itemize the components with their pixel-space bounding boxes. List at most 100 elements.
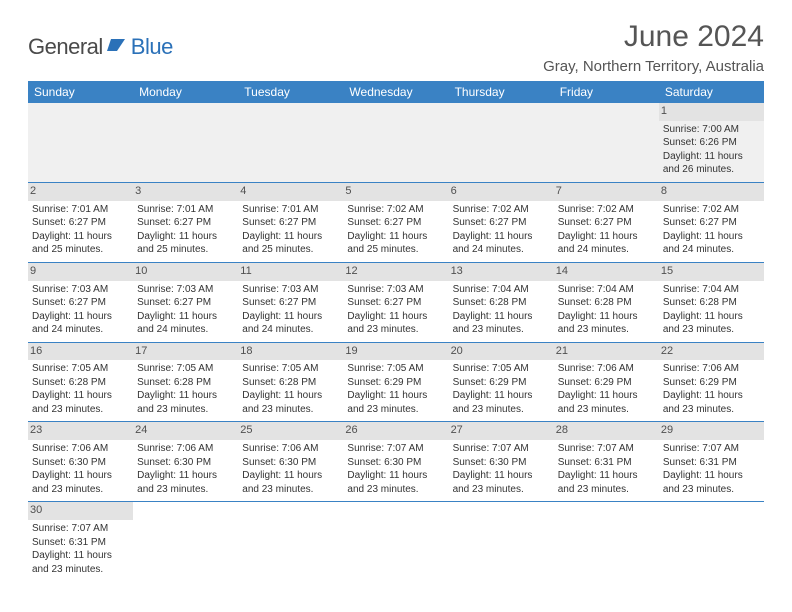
day-details: Sunrise: 7:01 AMSunset: 6:27 PMDaylight:…	[137, 203, 234, 257]
day-cell: 14 Sunrise: 7:04 AMSunset: 6:28 PMDayligh…	[554, 262, 659, 342]
day-cell	[28, 103, 133, 182]
day-cell: 16Sunrise: 7:05 AMSunset: 6:28 PMDayligh…	[28, 342, 133, 422]
day-details: Sunrise: 7:05 AMSunset: 6:29 PMDaylight:…	[347, 362, 444, 416]
week-row: 9Sunrise: 7:03 AMSunset: 6:27 PMDaylight…	[28, 262, 764, 342]
day-number: 20	[449, 343, 554, 361]
calendar-page: General Blue June 2024 Gray, Northern Te…	[0, 0, 792, 601]
day-header: Tuesday	[238, 81, 343, 103]
day-number: 2	[28, 183, 133, 201]
week-row: 16Sunrise: 7:05 AMSunset: 6:28 PMDayligh…	[28, 342, 764, 422]
header: General Blue June 2024 Gray, Northern Te…	[28, 20, 764, 75]
day-number: 13	[449, 263, 554, 281]
day-header: Sunday	[28, 81, 133, 103]
day-cell: 4Sunrise: 7:01 AMSunset: 6:27 PMDaylight…	[238, 182, 343, 262]
day-cell	[449, 502, 554, 581]
day-cell: 12 Sunrise: 7:03 AMSunset: 6:27 PMDayligh…	[343, 262, 448, 342]
day-cell	[133, 103, 238, 182]
logo-text-dark: General	[28, 34, 103, 60]
day-number: 3	[133, 183, 238, 201]
week-row: 2Sunrise: 7:01 AMSunset: 6:27 PMDaylight…	[28, 182, 764, 262]
day-details: Sunrise: 7:04 AMSunset: 6:28 PMDaylight:…	[663, 283, 760, 337]
flag-icon	[107, 37, 129, 58]
day-number: 1	[659, 103, 764, 121]
logo-text-blue: Blue	[131, 34, 173, 60]
day-details: Sunrise: 7:07 AMSunset: 6:31 PMDaylight:…	[558, 442, 655, 496]
day-number: 16	[28, 343, 133, 361]
day-cell: 21Sunrise: 7:06 AMSunset: 6:29 PMDayligh…	[554, 342, 659, 422]
day-details: Sunrise: 7:02 AMSunset: 6:27 PMDaylight:…	[558, 203, 655, 257]
day-header-row: Sunday Monday Tuesday Wednesday Thursday…	[28, 81, 764, 103]
month-title: June 2024	[543, 20, 764, 54]
day-cell	[133, 502, 238, 581]
day-details: Sunrise: 7:02 AMSunset: 6:27 PMDaylight:…	[663, 203, 760, 257]
day-details: Sunrise: 7:07 AMSunset: 6:30 PMDaylight:…	[453, 442, 550, 496]
day-details: Sunrise: 7:06 AMSunset: 6:30 PMDaylight:…	[137, 442, 234, 496]
day-cell: 1Sunrise: 7:00 AMSunset: 6:26 PMDaylight…	[659, 103, 764, 182]
day-details: Sunrise: 7:07 AMSunset: 6:31 PMDaylight:…	[32, 522, 129, 576]
location: Gray, Northern Territory, Australia	[543, 58, 764, 75]
day-number: 21	[554, 343, 659, 361]
week-row: 30 Sunrise: 7:07 AMSunset: 6:31 PMDayligh…	[28, 502, 764, 581]
day-number: 14	[554, 263, 659, 281]
day-number: 6	[449, 183, 554, 201]
day-cell: 11 Sunrise: 7:03 AMSunset: 6:27 PMDayligh…	[238, 262, 343, 342]
day-cell	[238, 103, 343, 182]
day-number: 9	[28, 263, 133, 281]
day-number: 26	[343, 422, 448, 440]
day-details: Sunrise: 7:06 AMSunset: 6:29 PMDaylight:…	[663, 362, 760, 416]
day-details: Sunrise: 7:01 AMSunset: 6:27 PMDaylight:…	[32, 203, 129, 257]
day-cell	[343, 103, 448, 182]
day-number: 28	[554, 422, 659, 440]
day-cell: 15Sunrise: 7:04 AMSunset: 6:28 PMDayligh…	[659, 262, 764, 342]
title-block: June 2024 Gray, Northern Territory, Aust…	[543, 20, 764, 75]
day-number: 30	[28, 502, 133, 520]
day-details: Sunrise: 7:04 AMSunset: 6:28 PMDaylight:…	[558, 283, 655, 337]
day-number: 12	[343, 263, 448, 281]
day-cell: 24Sunrise: 7:06 AMSunset: 6:30 PMDayligh…	[133, 422, 238, 502]
day-number: 25	[238, 422, 343, 440]
day-header: Friday	[554, 81, 659, 103]
day-number: 22	[659, 343, 764, 361]
day-cell: 8 Sunrise: 7:02 AMSunset: 6:27 PMDaylight…	[659, 182, 764, 262]
day-header: Thursday	[449, 81, 554, 103]
day-cell	[554, 502, 659, 581]
day-details: Sunrise: 7:07 AMSunset: 6:31 PMDaylight:…	[663, 442, 760, 496]
day-cell: 5Sunrise: 7:02 AMSunset: 6:27 PMDaylight…	[343, 182, 448, 262]
day-number: 10	[133, 263, 238, 281]
day-details: Sunrise: 7:02 AMSunset: 6:27 PMDaylight:…	[453, 203, 550, 257]
day-details: Sunrise: 7:04 AMSunset: 6:28 PMDaylight:…	[453, 283, 550, 337]
calendar-table: Sunday Monday Tuesday Wednesday Thursday…	[28, 81, 764, 581]
day-cell: 30 Sunrise: 7:07 AMSunset: 6:31 PMDayligh…	[28, 502, 133, 581]
day-header: Monday	[133, 81, 238, 103]
day-cell	[659, 502, 764, 581]
day-number: 4	[238, 183, 343, 201]
day-number: 19	[343, 343, 448, 361]
day-cell: 28 Sunrise: 7:07 AMSunset: 6:31 PMDayligh…	[554, 422, 659, 502]
day-number: 29	[659, 422, 764, 440]
day-number: 27	[449, 422, 554, 440]
day-number: 23	[28, 422, 133, 440]
day-cell: 25Sunrise: 7:06 AMSunset: 6:30 PMDayligh…	[238, 422, 343, 502]
day-number: 8	[659, 183, 764, 201]
day-cell	[238, 502, 343, 581]
day-number: 17	[133, 343, 238, 361]
day-cell: 23 Sunrise: 7:06 AMSunset: 6:30 PMDayligh…	[28, 422, 133, 502]
day-details: Sunrise: 7:02 AMSunset: 6:27 PMDaylight:…	[347, 203, 444, 257]
day-details: Sunrise: 7:03 AMSunset: 6:27 PMDaylight:…	[242, 283, 339, 337]
day-header: Saturday	[659, 81, 764, 103]
day-number: 11	[238, 263, 343, 281]
day-details: Sunrise: 7:05 AMSunset: 6:28 PMDaylight:…	[32, 362, 129, 416]
day-cell: 7Sunrise: 7:02 AMSunset: 6:27 PMDaylight…	[554, 182, 659, 262]
day-cell: 29 Sunrise: 7:07 AMSunset: 6:31 PMDayligh…	[659, 422, 764, 502]
day-cell	[449, 103, 554, 182]
week-row: 23Sunrise: 7:06 AMSunset: 6:30 PMDayligh…	[28, 422, 764, 502]
day-details: Sunrise: 7:06 AMSunset: 6:30 PMDaylight:…	[32, 442, 129, 496]
day-cell: 3 Sunrise: 7:01 AMSunset: 6:27 PMDaylight…	[133, 182, 238, 262]
day-details: Sunrise: 7:03 AMSunset: 6:27 PMDaylight:…	[347, 283, 444, 337]
day-cell: 13 Sunrise: 7:04 AMSunset: 6:28 PMDayligh…	[449, 262, 554, 342]
day-cell: 10 Sunrise: 7:03 AMSunset: 6:27 PMDayligh…	[133, 262, 238, 342]
day-cell: 9Sunrise: 7:03 AMSunset: 6:27 PMDaylight…	[28, 262, 133, 342]
day-header: Wednesday	[343, 81, 448, 103]
day-details: Sunrise: 7:03 AMSunset: 6:27 PMDaylight:…	[137, 283, 234, 337]
day-cell	[343, 502, 448, 581]
